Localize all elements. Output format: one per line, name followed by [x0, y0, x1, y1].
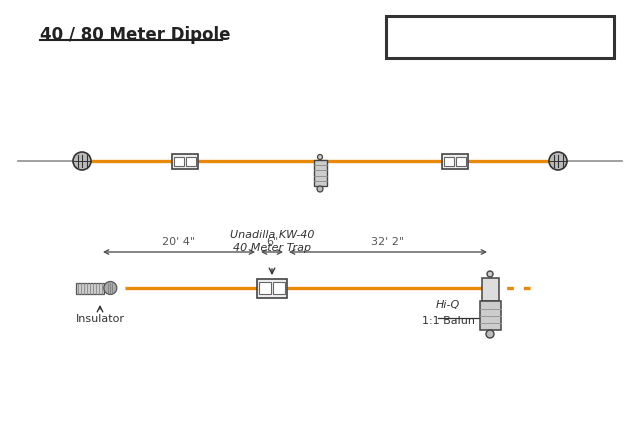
Circle shape — [104, 282, 117, 294]
Circle shape — [549, 152, 567, 170]
FancyBboxPatch shape — [386, 16, 614, 58]
Bar — [259, 282, 271, 294]
Text: 1:1 Balun: 1:1 Balun — [422, 316, 474, 326]
Bar — [479, 302, 500, 330]
Text: 6": 6" — [266, 237, 278, 247]
Text: Unadilla KW-40
40 Meter Trap: Unadilla KW-40 40 Meter Trap — [230, 230, 314, 253]
Bar — [314, 160, 326, 186]
Text: 32' 2": 32' 2" — [371, 237, 404, 247]
Bar — [172, 153, 198, 169]
Text: Insulator: Insulator — [76, 314, 125, 324]
Bar — [442, 153, 468, 169]
Bar — [257, 279, 287, 297]
Bar — [481, 278, 499, 302]
Bar — [456, 156, 466, 165]
Bar — [273, 282, 285, 294]
Circle shape — [73, 152, 91, 170]
Circle shape — [486, 330, 494, 338]
Bar — [444, 156, 454, 165]
Text: Hi-Q: Hi-Q — [436, 300, 460, 310]
Bar — [174, 156, 184, 165]
Text: 40 / 80 Meter Dipole: 40 / 80 Meter Dipole — [40, 26, 230, 44]
Bar — [186, 156, 196, 165]
Circle shape — [487, 271, 493, 277]
Text: DESIGN BY WA6ESC: DESIGN BY WA6ESC — [416, 29, 584, 44]
Bar — [76, 282, 104, 294]
Circle shape — [317, 155, 323, 159]
Text: 20' 4": 20' 4" — [163, 237, 196, 247]
Circle shape — [317, 186, 323, 192]
